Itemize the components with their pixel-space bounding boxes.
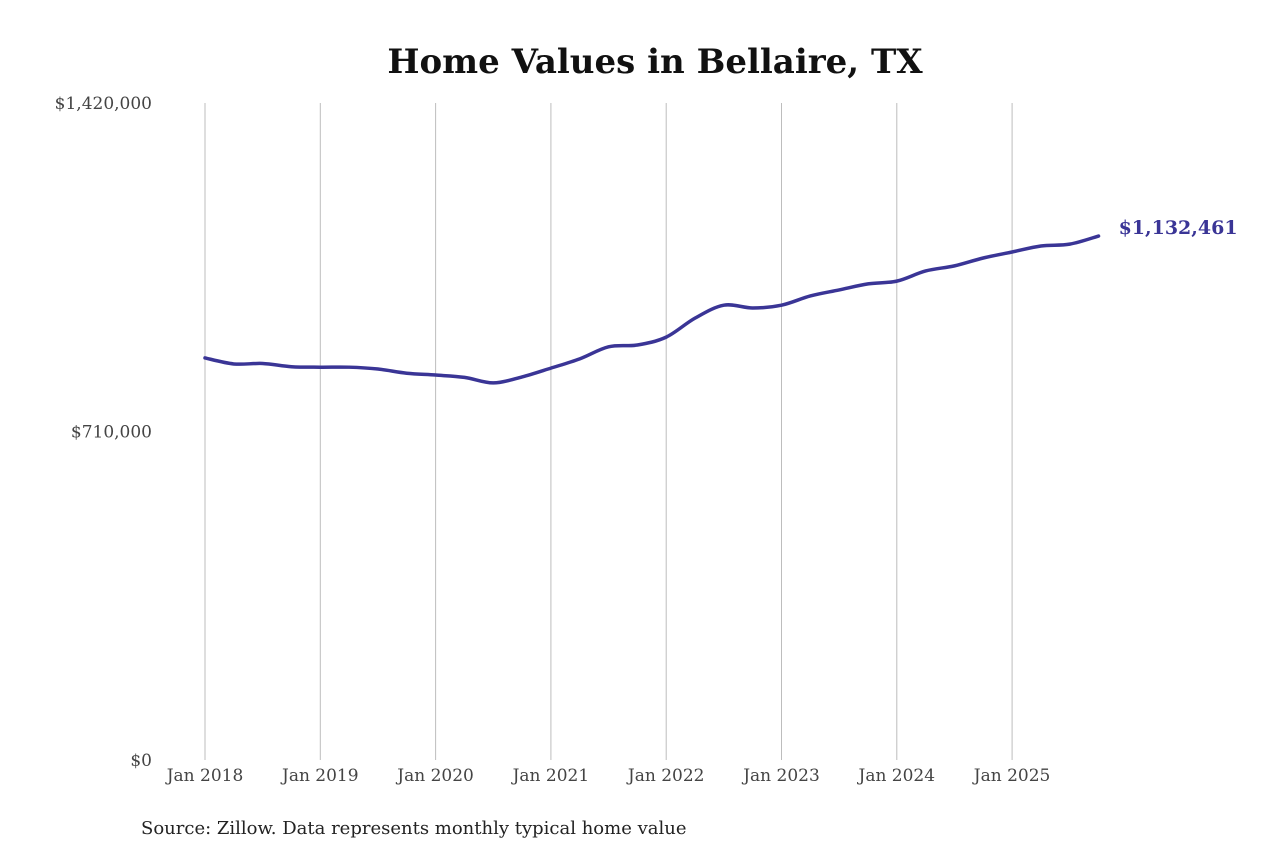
x-tick-label: Jan 2018: [165, 766, 244, 786]
gridlines: [204, 103, 1013, 760]
y-tick-label: $1,420,000: [55, 94, 152, 114]
x-axis: Jan 2018 Jan 2019 Jan 2020 Jan 2021 Jan 2022…: [165, 766, 1051, 786]
chart-title: Home Values in Bellaire, TX: [387, 42, 923, 82]
x-tick-label: Jan 2022: [626, 766, 705, 786]
x-tick-label: Jan 2019: [280, 766, 359, 786]
x-tick-label: Jan 2023: [741, 766, 820, 786]
source-note: Source: Zillow. Data represents monthly …: [141, 818, 687, 839]
y-tick-label: $710,000: [71, 423, 152, 443]
y-tick-label: $0: [130, 751, 152, 771]
end-value-label: $1,132,461: [1119, 217, 1238, 239]
x-tick-label: Jan 2020: [395, 766, 474, 786]
x-tick-label: Jan 2024: [857, 766, 936, 786]
x-tick-label: Jan 2021: [511, 766, 590, 786]
y-axis: $0 $710,000 $1,420,000: [55, 94, 152, 771]
series-line: [203, 234, 1101, 385]
x-tick-label: Jan 2025: [972, 766, 1051, 786]
